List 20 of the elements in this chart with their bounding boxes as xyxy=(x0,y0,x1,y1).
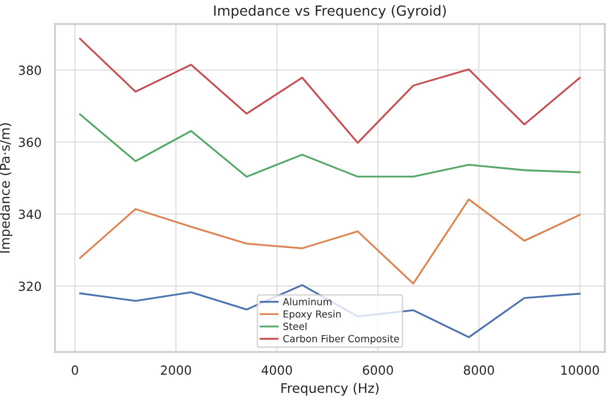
line-series xyxy=(79,38,581,144)
x-tick-label: 2000 xyxy=(160,365,192,375)
line-series xyxy=(79,113,581,178)
y-tick-label: 320 xyxy=(18,282,41,292)
legend-label: Steel xyxy=(283,322,306,330)
chart-title: Impedance vs Frequency (Gyroid) xyxy=(214,5,446,19)
x-tick-label: 0 xyxy=(72,365,78,375)
y-axis-title: Impedance (Pa·s/m) xyxy=(0,123,12,253)
x-tick-label: 10000 xyxy=(561,365,599,375)
x-tick-label: 6000 xyxy=(362,365,393,375)
x-axis-title: Frequency (Hz) xyxy=(281,382,379,396)
y-tick-label: 360 xyxy=(18,138,41,148)
line-series xyxy=(79,198,581,284)
legend-label: Epoxy Resin xyxy=(284,310,341,320)
x-tick-label: 4000 xyxy=(262,365,292,375)
y-tick-label: 380 xyxy=(18,66,41,76)
legend-label: Aluminum xyxy=(282,298,332,306)
legend-label: Carbon Fiber Composite xyxy=(283,334,400,344)
y-tick-label: 340 xyxy=(18,210,41,220)
x-tick-label: 8000 xyxy=(464,365,494,375)
